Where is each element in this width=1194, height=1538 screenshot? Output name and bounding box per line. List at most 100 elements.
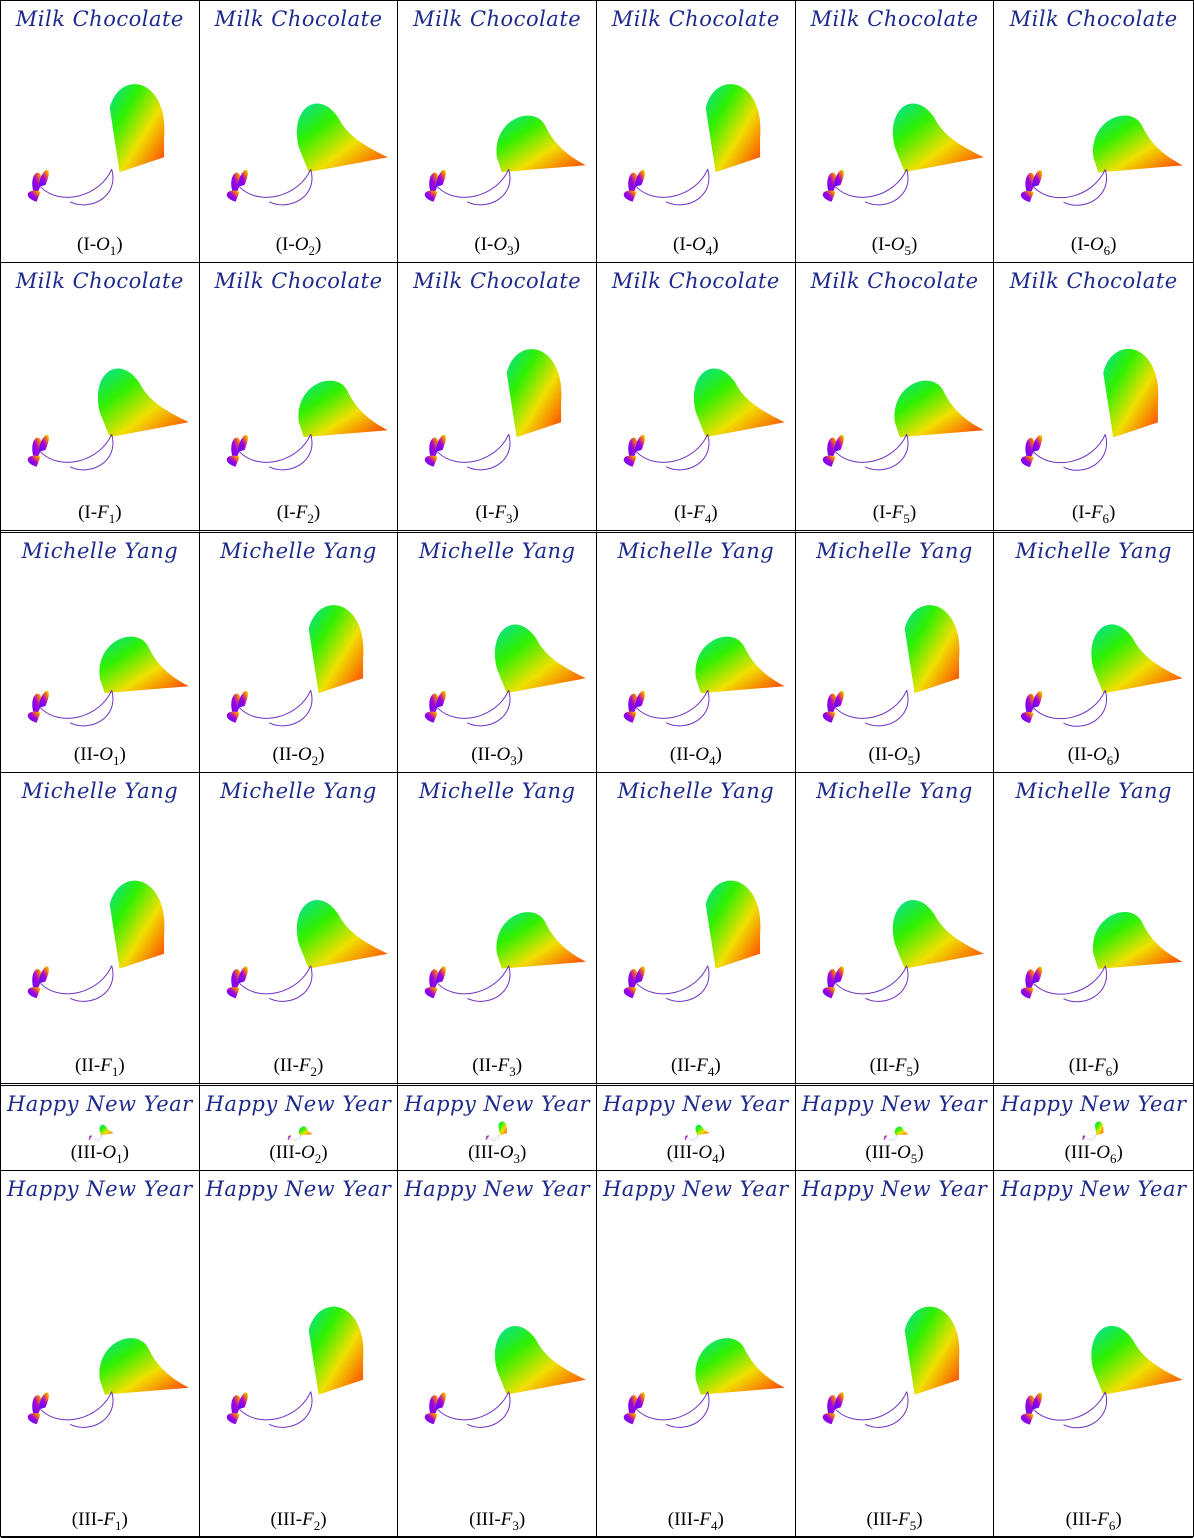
- caption-variable: F: [1097, 1509, 1109, 1530]
- petal: [89, 1138, 91, 1140]
- signature: Milk Chocolate: [16, 1, 184, 31]
- rendering: [994, 563, 1193, 744]
- stroke-curve: [1034, 690, 1107, 726]
- caption-prefix: (II-: [1068, 744, 1093, 765]
- caption: (III-O2): [269, 1142, 327, 1170]
- petal: [425, 456, 438, 467]
- caption-suffix: ): [715, 744, 721, 765]
- rendering: [597, 563, 795, 744]
- caption-suffix: ): [317, 1055, 323, 1076]
- caption: (III-F4): [668, 1509, 724, 1537]
- caption: (I-O6): [1071, 234, 1117, 262]
- rendering: [796, 31, 994, 234]
- petal: [226, 191, 239, 202]
- petal: [822, 191, 835, 202]
- stroke-curve: [835, 966, 907, 1002]
- stroke-curve: [488, 1135, 499, 1141]
- stroke-curve: [41, 1392, 113, 1428]
- caption-suffix: ): [1113, 744, 1119, 765]
- signature: Milk Chocolate: [413, 1, 581, 31]
- blob: [694, 369, 785, 438]
- caption: (III-O4): [667, 1142, 725, 1170]
- rendering: [398, 293, 596, 502]
- blob: [706, 881, 761, 969]
- blob: [98, 369, 189, 438]
- caption-prefix: (I-: [276, 234, 295, 255]
- caption-prefix: (II-: [74, 744, 99, 765]
- figure-cell: Milk Chocolate(I-O3): [398, 1, 597, 263]
- blob: [297, 900, 388, 969]
- caption-suffix: ): [520, 1142, 526, 1163]
- caption-variable: O: [295, 234, 309, 255]
- blob: [110, 84, 165, 172]
- figure-cell: Michelle Yang(II-F4): [597, 773, 796, 1086]
- caption-prefix: (II-: [273, 744, 298, 765]
- caption-prefix: (I-: [674, 502, 693, 523]
- petal: [822, 987, 835, 998]
- caption-prefix: (I-: [872, 234, 891, 255]
- caption-prefix: (III-: [71, 1142, 103, 1163]
- caption: (III-O1): [71, 1142, 129, 1170]
- rendering: [597, 31, 795, 234]
- stroke-curve: [239, 434, 311, 470]
- caption: (I-F2): [277, 502, 320, 530]
- caption: (II-F2): [274, 1055, 324, 1083]
- rendering: [796, 803, 994, 1055]
- caption-prefix: (II-: [670, 744, 695, 765]
- figure-cell: Milk Chocolate(I-O4): [597, 1, 796, 263]
- caption-suffix: ): [1110, 234, 1116, 255]
- rendering: [200, 31, 398, 234]
- caption: (II-F3): [472, 1055, 522, 1083]
- petal: [226, 712, 239, 723]
- caption: (I-F1): [78, 502, 121, 530]
- blob: [695, 1338, 784, 1395]
- caption-variable: F: [892, 502, 904, 523]
- figure-cell: Milk Chocolate(I-O1): [1, 1, 200, 263]
- rendering: [796, 1116, 994, 1142]
- petal: [28, 712, 41, 723]
- figure-cell: Michelle Yang(II-O2): [200, 533, 399, 773]
- caption-prefix: (II-: [1069, 1055, 1094, 1076]
- caption-prefix: (III-: [269, 1142, 301, 1163]
- caption-suffix: ): [315, 234, 321, 255]
- stroke-curve: [637, 169, 709, 205]
- caption: (II-O6): [1068, 744, 1120, 772]
- petal: [28, 456, 41, 467]
- blob: [298, 381, 387, 438]
- signature: Michelle Yang: [617, 533, 774, 563]
- caption: (II-F5): [870, 1055, 920, 1083]
- caption-suffix: ): [514, 234, 520, 255]
- blob: [696, 1125, 710, 1136]
- caption-suffix: ): [517, 744, 523, 765]
- caption: (III-O5): [865, 1142, 923, 1170]
- caption-prefix: (III-: [668, 1509, 700, 1530]
- caption-variable: O: [894, 744, 908, 765]
- rendering: [597, 803, 795, 1055]
- caption: (III-O3): [468, 1142, 526, 1170]
- caption-variable: F: [1091, 502, 1103, 523]
- figure-cell: Happy New Year(III-O5): [796, 1086, 995, 1171]
- blob: [1092, 1326, 1183, 1395]
- caption-variable: O: [500, 1142, 514, 1163]
- caption-prefix: (I-: [277, 502, 296, 523]
- petal: [425, 1413, 438, 1424]
- petal: [822, 712, 835, 723]
- caption-variable: O: [897, 1142, 911, 1163]
- signature: Happy New Year: [404, 1086, 590, 1116]
- signature: Michelle Yang: [816, 533, 973, 563]
- stroke-curve: [835, 690, 907, 726]
- blob: [497, 116, 586, 173]
- petal: [624, 712, 637, 723]
- caption-suffix: ): [320, 1509, 326, 1530]
- caption: (I-F5): [873, 502, 916, 530]
- petal: [28, 1413, 41, 1424]
- caption-prefix: (II-: [870, 1055, 895, 1076]
- petal: [1021, 987, 1034, 998]
- caption: (III-F5): [866, 1509, 922, 1537]
- caption-suffix: ): [513, 502, 519, 523]
- signature: Happy New Year: [1001, 1171, 1187, 1201]
- petal: [1082, 1138, 1084, 1140]
- rendering: [1, 1201, 199, 1509]
- signature: Michelle Yang: [1015, 773, 1172, 803]
- signature: Happy New Year: [1001, 1086, 1187, 1116]
